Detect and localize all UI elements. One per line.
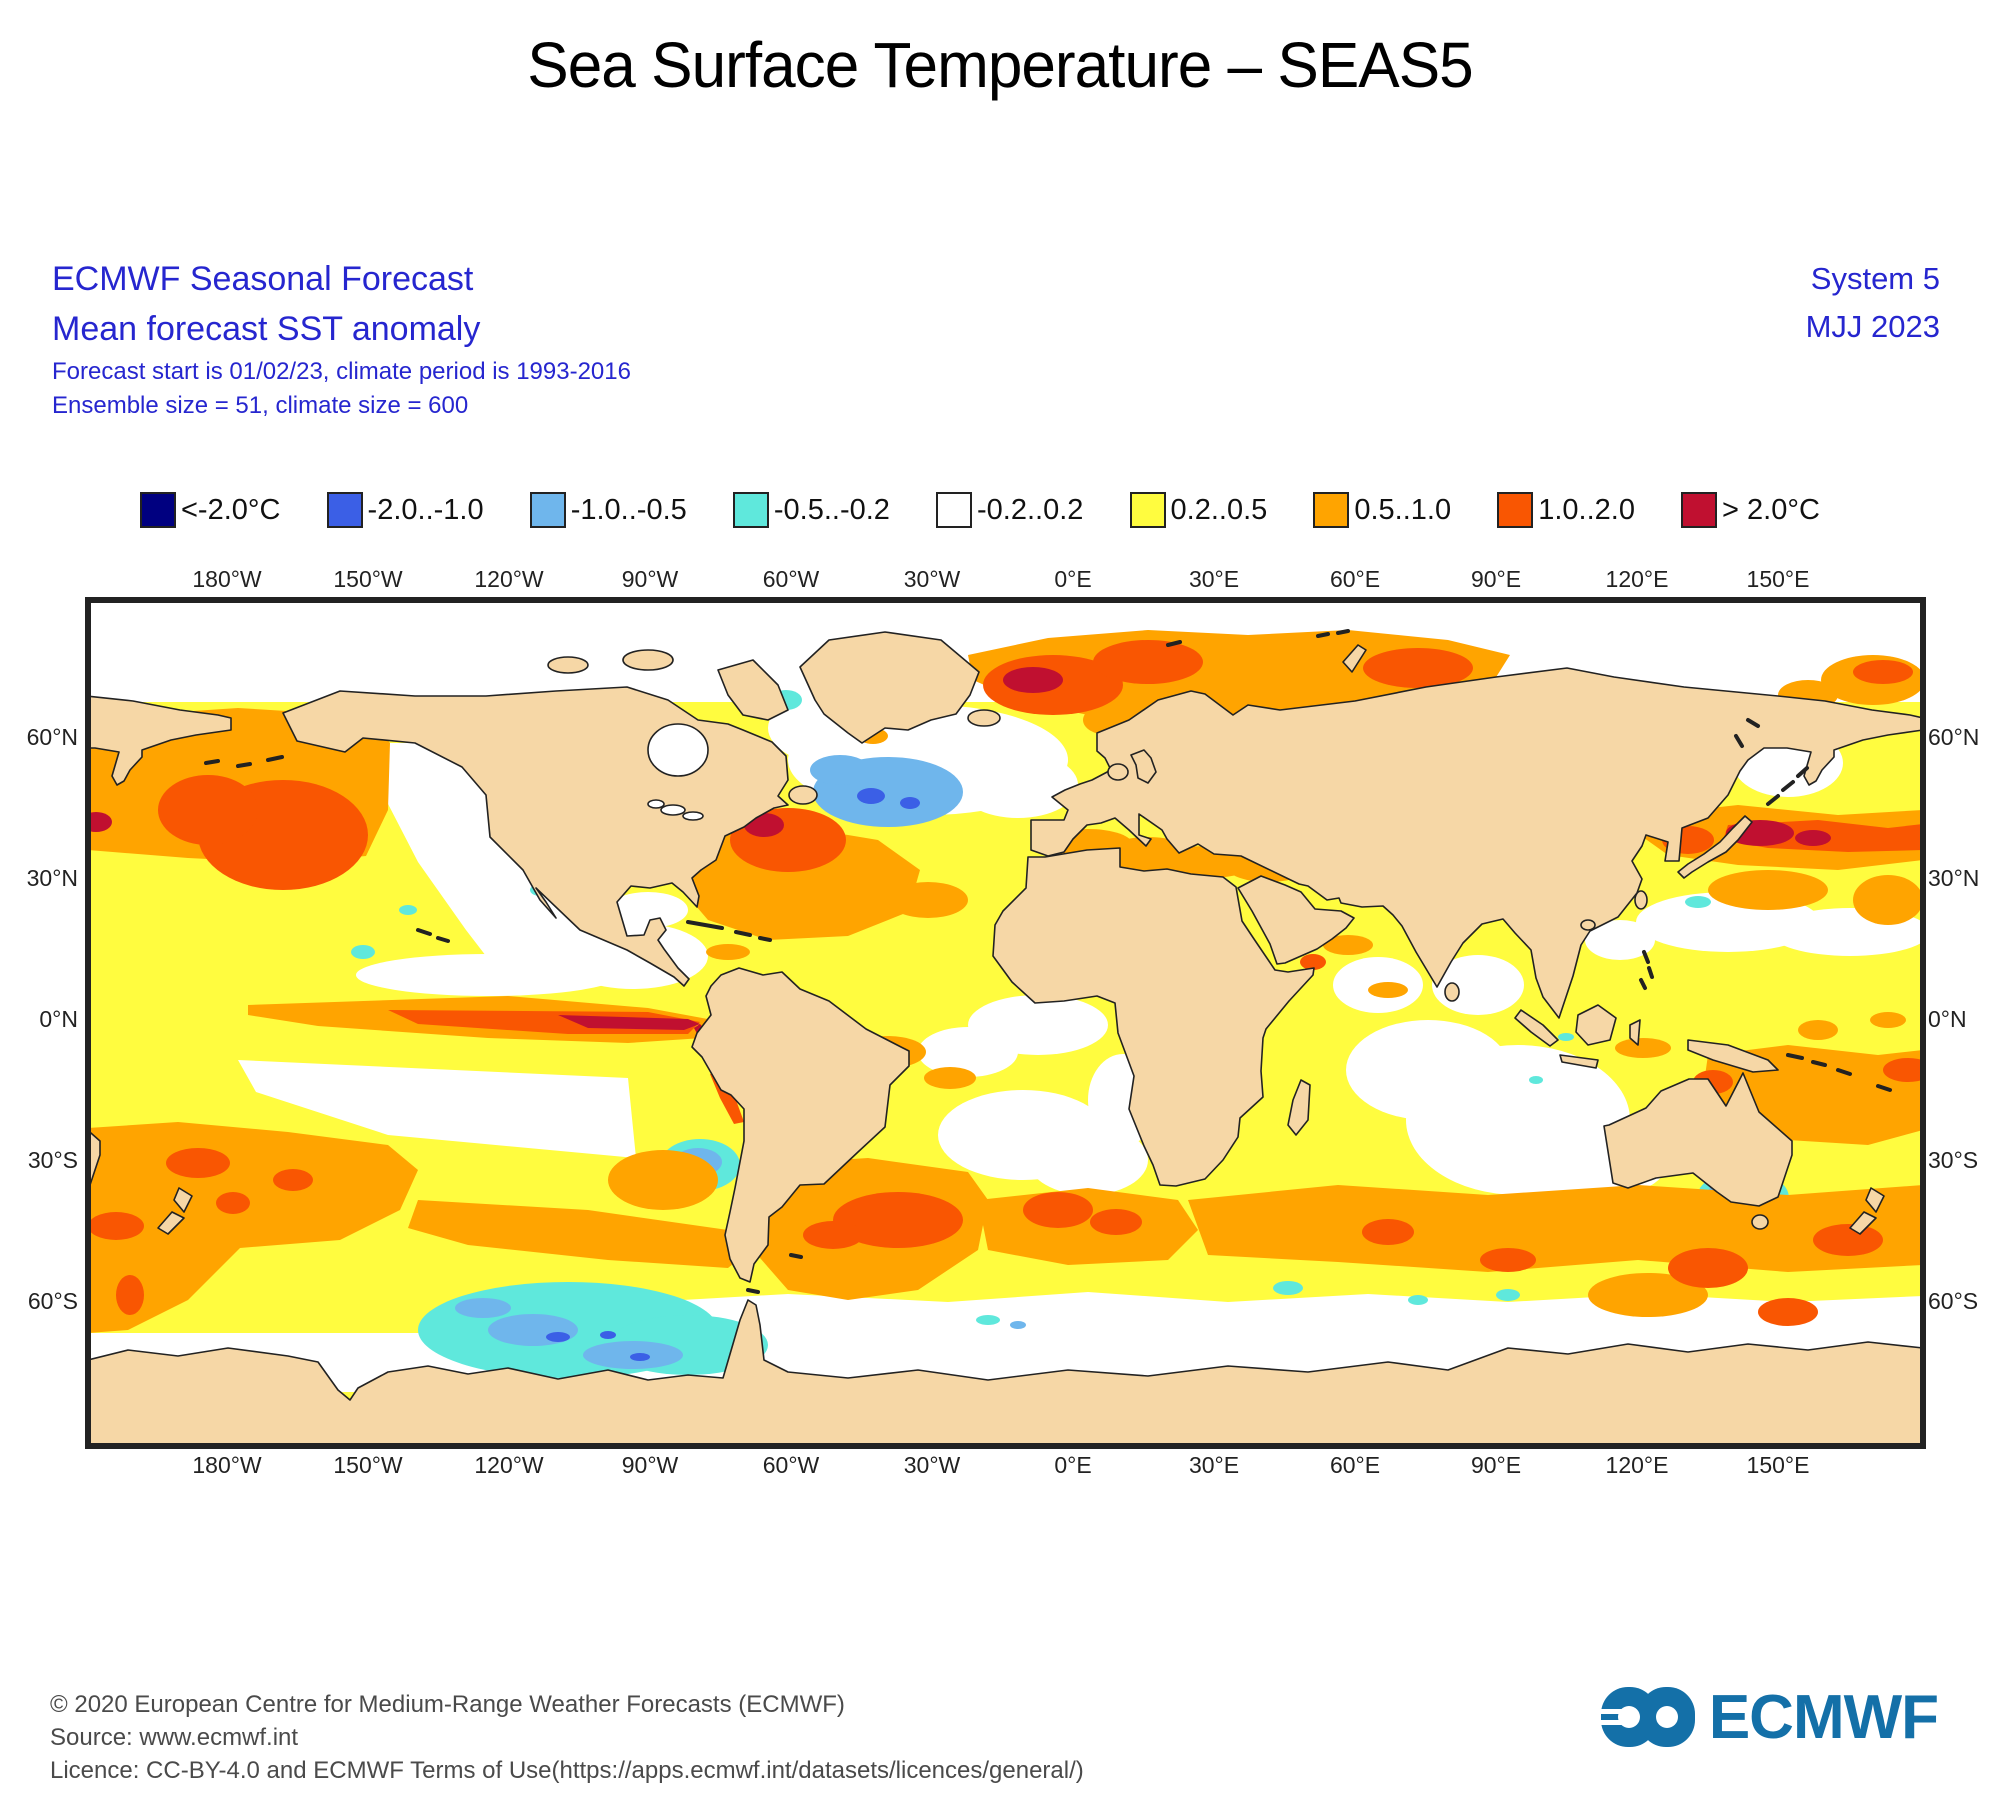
lon-tick-bottom: 60°W [762,1452,820,1478]
product-name: ECMWF Seasonal Forecast [52,260,474,298]
product-subtitle: Mean forecast SST anomaly [52,310,481,348]
lon-tick-top: 30°E [1188,566,1240,592]
world-map [85,597,1926,1449]
legend-item-5: 0.2..0.5 [1129,492,1268,528]
legend-label: > 2.0°C [1722,493,1820,526]
legend-swatch [1681,492,1718,528]
legend-item-0: <-2.0°C [140,492,280,528]
lat-tick-left: 60°N [26,724,78,750]
lon-tick-top: 120°E [1605,566,1669,592]
ensemble-size-note: Ensemble size = 51, climate size = 600 [52,392,469,419]
legend-label: -0.2..0.2 [977,493,1084,526]
legend-swatch [936,492,973,528]
lon-tick-bottom: 30°E [1188,1452,1240,1478]
lon-tick-bottom: 180°W [192,1452,262,1478]
lon-tick-bottom: 150°E [1746,1452,1810,1478]
legend-swatch [732,492,769,528]
legend-swatch [1313,492,1350,528]
lat-tick-left: 30°N [26,865,78,891]
legend-label: -1.0..-0.5 [570,493,687,526]
legend-label: <-2.0°C [181,493,281,526]
system-header: System 5 MJJ 2023 [1806,255,1940,351]
ecmwf-logo: ECMWF [1598,1682,1939,1753]
lon-tick-top: 0°E [1054,566,1092,592]
lat-tick-left: 30°S [27,1147,78,1173]
legend-item-8: > 2.0°C [1681,492,1820,528]
page-title: Sea Surface Temperature – SEAS5 [527,29,1473,101]
forecast-start-note: Forecast start is 01/02/23, climate peri… [52,358,631,385]
world-map-svg [88,600,1923,1446]
legend-swatch [1497,492,1534,528]
color-legend: <-2.0°C -2.0..-1.0 -1.0..-0.5 -0.5..-0.2 -0.… [140,492,1820,528]
lon-tick-top: 60°W [762,566,820,592]
lon-tick-bottom: 120°E [1605,1452,1669,1478]
warm-anomaly-darkred [88,667,1831,1072]
system-label: System 5 [1810,261,1940,296]
lon-tick-top: 120°W [474,566,544,592]
lat-tick-right: 30°N [1928,865,1980,891]
licence-line: Licence: CC-BY-4.0 and ECMWF Terms of Us… [50,1757,1084,1784]
lat-tick-left: 60°S [27,1288,78,1314]
landmasses [88,631,1923,1446]
lon-tick-top: 90°W [621,566,679,592]
ecmwf-logo-text: ECMWF [1708,1683,1939,1752]
forecast-header: ECMWF Seasonal Forecast Mean forecast SS… [52,255,631,423]
lon-tick-bottom: 0°E [1054,1452,1092,1478]
legend-item-6: 0.5..1.0 [1313,492,1451,528]
lon-tick-top: 150°W [333,566,403,592]
legend-item-3: -0.5..-0.2 [732,492,890,528]
legend-item-1: -2.0..-1.0 [326,492,484,528]
lon-tick-top: 180°W [192,566,262,592]
lon-tick-bottom: 90°W [621,1452,679,1478]
source-line: Source: www.ecmwf.int [50,1724,299,1751]
lon-tick-bottom: 150°W [333,1452,403,1478]
lat-tick-left: 0°N [39,1006,78,1032]
lon-tick-bottom: 30°W [903,1452,961,1478]
legend-label: -2.0..-1.0 [367,493,484,526]
lat-tick-right: 0°N [1928,1006,1967,1032]
legend-label: -0.5..-0.2 [773,493,890,526]
cold-anomaly-blue [546,788,920,1361]
lon-tick-bottom: 120°W [474,1452,544,1478]
lat-tick-right: 60°S [1928,1288,1979,1314]
map-border [88,600,1923,1446]
lat-tick-right: 60°N [1928,724,1980,750]
attribution-footer: © 2020 European Centre for Medium-Range … [50,1688,1084,1787]
lon-tick-bottom: 60°E [1329,1452,1381,1478]
period-label: MJJ 2023 [1805,309,1940,344]
legend-swatch [326,492,363,528]
legend-swatch [1129,492,1166,528]
lat-tick-right: 30°S [1928,1147,1979,1173]
legend-item-4: -0.2..0.2 [936,492,1083,528]
legend-label: 0.5..1.0 [1354,493,1452,526]
lakes [647,723,709,821]
lon-tick-top: 60°E [1329,566,1381,592]
legend-label: 0.2..0.5 [1170,493,1268,526]
legend-swatch [140,492,176,528]
island-chains [204,629,1892,1294]
legend-label: 1.0..2.0 [1538,493,1635,526]
ecmwf-flag-icon [1598,1686,1695,1747]
lon-tick-top: 90°E [1470,566,1522,592]
legend-item-2: -1.0..-0.5 [529,492,687,528]
lon-tick-top: 30°W [903,566,961,592]
legend-swatch [529,492,566,528]
lon-tick-bottom: 90°E [1470,1452,1522,1478]
lon-tick-top: 150°E [1746,566,1810,592]
copyright-line: © 2020 European Centre for Medium-Range … [50,1691,845,1718]
legend-item-7: 1.0..2.0 [1497,492,1635,528]
